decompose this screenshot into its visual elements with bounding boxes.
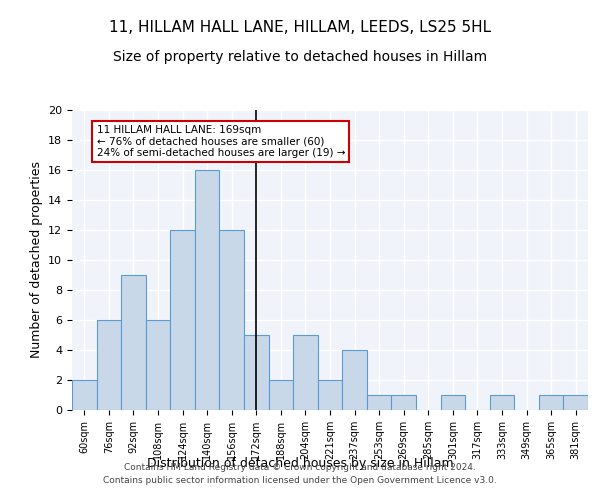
Text: 11 HILLAM HALL LANE: 169sqm
← 76% of detached houses are smaller (60)
24% of sem: 11 HILLAM HALL LANE: 169sqm ← 76% of det… [97,125,345,158]
Bar [293,335,318,410]
Bar [195,170,220,410]
Bar [220,230,244,410]
Bar [440,395,465,410]
Text: 11, HILLAM HALL LANE, HILLAM, LEEDS, LS25 5HL: 11, HILLAM HALL LANE, HILLAM, LEEDS, LS2… [109,20,491,35]
Bar [391,395,416,410]
Bar [342,350,367,410]
Y-axis label: Number of detached properties: Number of detached properties [29,162,43,358]
Text: Contains HM Land Registry data © Crown copyright and database right 2024.
Contai: Contains HM Land Registry data © Crown c… [103,464,497,485]
Bar [539,395,563,410]
Bar [367,395,391,410]
Bar [170,230,195,410]
Bar [244,335,269,410]
Bar [318,380,342,410]
Bar [146,320,170,410]
Bar [563,395,588,410]
Text: Size of property relative to detached houses in Hillam: Size of property relative to detached ho… [113,50,487,64]
Bar [97,320,121,410]
Bar [72,380,97,410]
Bar [269,380,293,410]
Bar [121,275,146,410]
Bar [490,395,514,410]
Text: Distribution of detached houses by size in Hillam: Distribution of detached houses by size … [146,458,454,470]
